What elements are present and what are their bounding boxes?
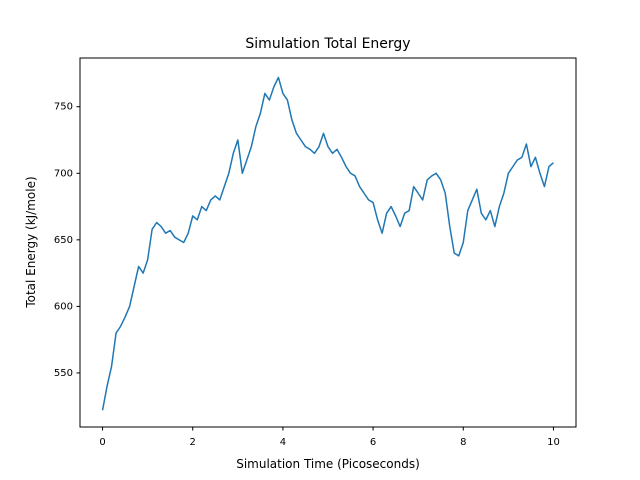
y-tick-label: 550 (54, 368, 73, 379)
y-tick-label: 600 (54, 301, 73, 312)
x-tick-label: 8 (460, 437, 466, 448)
y-tick-label: 700 (54, 168, 73, 179)
y-axis-label: Total Energy (kJ/mole) (24, 176, 38, 308)
y-tick-label: 650 (54, 235, 73, 246)
x-tick-label: 0 (99, 437, 105, 448)
chart-title: Simulation Total Energy (245, 36, 410, 52)
x-tick-label: 4 (280, 437, 286, 448)
x-tick-label: 6 (370, 437, 376, 448)
data-line (101, 76, 554, 411)
plot-frame (79, 57, 577, 428)
x-tick-label: 2 (190, 437, 196, 448)
x-tick-label: 10 (547, 437, 560, 448)
x-axis-label: Simulation Time (Picoseconds) (236, 457, 420, 471)
y-tick-label: 750 (54, 102, 73, 113)
